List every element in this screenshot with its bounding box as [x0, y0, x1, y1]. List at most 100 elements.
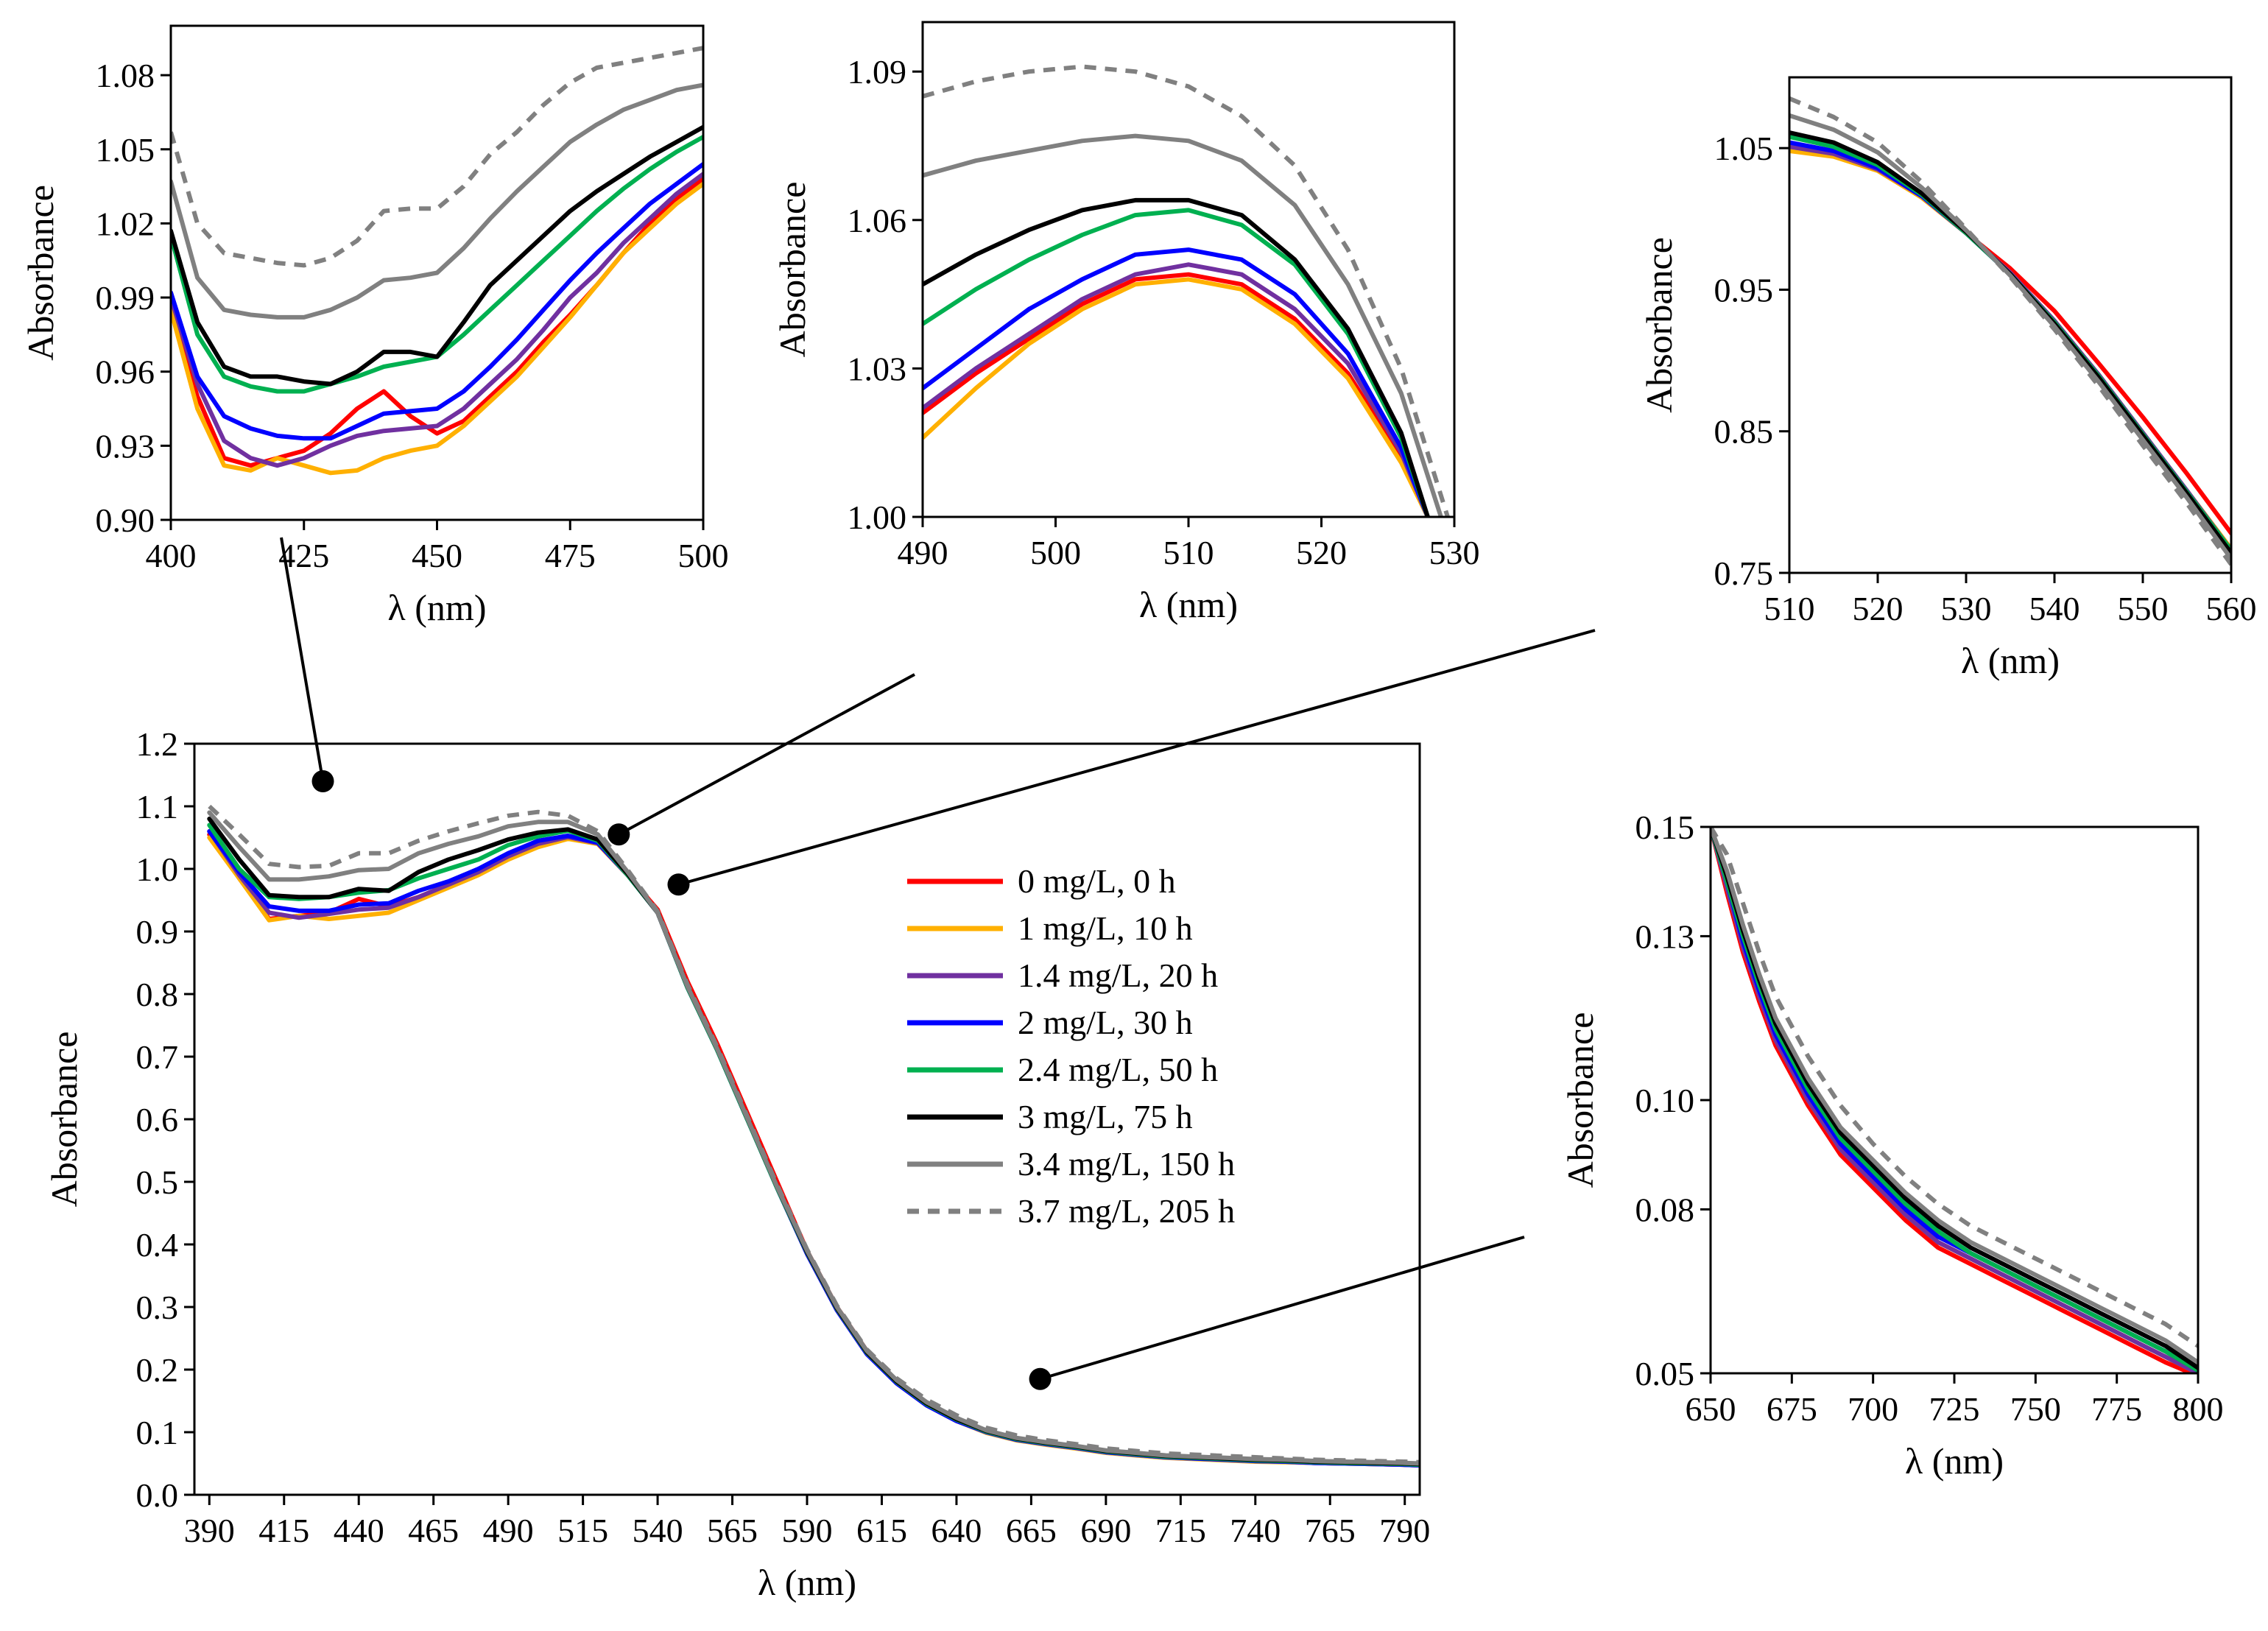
legend-label: 2.4 mg/L, 50 h — [1018, 1051, 1218, 1088]
series-group — [1711, 827, 2198, 1373]
y-tick-label: 0.90 — [96, 501, 155, 539]
x-tick-label: 490 — [898, 534, 948, 571]
legend-label: 3.7 mg/L, 205 h — [1018, 1192, 1235, 1230]
y-axis-label: Absorbance — [20, 185, 61, 361]
series-line-4 — [1711, 827, 2198, 1373]
legend-label: 1.4 mg/L, 20 h — [1018, 957, 1218, 994]
connector-line — [280, 537, 325, 782]
legend-label: 1 mg/L, 10 h — [1018, 909, 1193, 947]
x-axis-label: λ (nm) — [1139, 584, 1238, 625]
x-tick-label: 515 — [557, 1512, 608, 1549]
series-line-7 — [1711, 827, 2198, 1365]
y-tick-label: 0.2 — [136, 1351, 179, 1389]
series-line-1 — [1711, 827, 2197, 1373]
x-tick-label: 390 — [184, 1512, 235, 1549]
x-tick-label: 765 — [1305, 1512, 1356, 1549]
series-line-3 — [1711, 827, 2198, 1373]
plot-frame — [1788, 76, 2233, 574]
x-tick-label: 640 — [931, 1512, 982, 1549]
y-tick-label: 0.05 — [1635, 1355, 1695, 1392]
y-tick-label: 0.93 — [96, 427, 155, 465]
x-tick-label: 530 — [1941, 590, 1992, 627]
y-tick-label: 1.1 — [136, 788, 179, 825]
series-line-7 — [171, 82, 703, 320]
series-line-3 — [207, 829, 1420, 1468]
y-tick-label: 0.0 — [136, 1476, 179, 1514]
series-line-2 — [171, 181, 703, 476]
y-axis-label: Absorbance — [1560, 1012, 1601, 1188]
x-tick-label: 490 — [483, 1512, 534, 1549]
series-line-5 — [207, 822, 1420, 1468]
y-tick-label: 1.05 — [96, 131, 155, 169]
series-line-6 — [171, 124, 703, 387]
y-tick-label: 0.9 — [136, 913, 179, 951]
series-line-7 — [1789, 113, 2231, 561]
x-tick-label: 675 — [1767, 1390, 1817, 1428]
y-tick-label: 1.02 — [96, 205, 155, 242]
y-tick-label: 0.13 — [1635, 917, 1695, 955]
x-tick-label: 510 — [1764, 590, 1815, 627]
x-axis-label: λ (nm) — [1961, 640, 2060, 681]
y-tick-label: 1.05 — [1714, 130, 1774, 167]
series-line-5 — [923, 208, 1430, 517]
y-tick-label: 1.0 — [136, 850, 179, 888]
x-axis-label: λ (nm) — [758, 1562, 856, 1603]
x-tick-label: 530 — [1429, 534, 1480, 571]
series-line-5 — [1789, 134, 2231, 553]
series-group — [923, 64, 1450, 517]
series-line-2 — [923, 277, 1430, 517]
x-tick-label: 690 — [1080, 1512, 1131, 1549]
x-tick-label: 540 — [633, 1512, 683, 1549]
x-axis-label: λ (nm) — [1905, 1440, 2004, 1482]
y-tick-label: 0.08 — [1635, 1191, 1695, 1228]
series-line-8 — [1711, 827, 2198, 1348]
x-tick-label: 790 — [1379, 1512, 1430, 1549]
y-tick-label: 0.4 — [136, 1226, 179, 1264]
y-tick-label: 0.85 — [1714, 413, 1774, 451]
x-tick-label: 450 — [412, 537, 462, 574]
series-line-8 — [923, 64, 1450, 517]
series-line-1 — [207, 832, 1420, 1468]
plot-frame — [1709, 825, 2200, 1375]
x-axis-label: λ (nm) — [388, 587, 487, 628]
y-tick-label: 0.75 — [1714, 554, 1774, 592]
x-tick-label: 415 — [258, 1512, 309, 1549]
y-tick-label: 0.7 — [136, 1038, 179, 1076]
series-line-5 — [1711, 827, 2198, 1373]
x-tick-label: 465 — [408, 1512, 459, 1549]
x-tick-label: 510 — [1163, 534, 1214, 571]
series-line-1 — [171, 177, 703, 468]
y-tick-label: 1.2 — [136, 725, 179, 763]
connector-line — [677, 629, 1596, 887]
y-tick-label: 0.1 — [136, 1414, 179, 1451]
x-tick-label: 700 — [1848, 1390, 1898, 1428]
legend-label: 0 mg/L, 0 h — [1018, 862, 1176, 900]
connector-line — [618, 673, 915, 836]
y-tick-label: 1.08 — [96, 57, 155, 94]
series-line-3 — [923, 262, 1430, 517]
x-tick-label: 565 — [707, 1512, 758, 1549]
plot-frame — [921, 21, 1456, 518]
x-tick-label: 740 — [1230, 1512, 1281, 1549]
x-tick-label: 540 — [2029, 590, 2080, 627]
chart-inset1: 400 425 450 475 5000.900.930.960.991.021.051… — [20, 24, 729, 628]
series-line-6 — [207, 817, 1420, 1467]
series-line-3 — [171, 172, 703, 468]
x-tick-label: 800 — [2173, 1390, 2224, 1428]
chart-main: 390 415 440 465 490 515 540 565 590 615 640 665 690 7… — [43, 725, 1430, 1603]
x-tick-label: 665 — [1006, 1512, 1057, 1549]
series-line-8 — [1789, 96, 2231, 566]
series-line-4 — [171, 161, 703, 441]
chart-inset4: 650 675 700 725 750 775 800 0.05 0.08 0.10 0.13 0.1… — [1560, 809, 2224, 1482]
y-axis-label: Absorbance — [43, 1032, 85, 1208]
y-tick-label: 0.96 — [96, 353, 155, 391]
series-group — [207, 804, 1420, 1468]
series-line-6 — [1711, 827, 2198, 1370]
y-tick-label: 1.09 — [848, 53, 907, 91]
connector-line — [1040, 1236, 1525, 1381]
series-line-2 — [207, 835, 1420, 1468]
series-line-7 — [923, 133, 1443, 517]
legend-label: 3 mg/L, 75 h — [1018, 1098, 1193, 1135]
y-tick-label: 0.5 — [136, 1163, 179, 1201]
x-tick-label: 440 — [334, 1512, 384, 1549]
